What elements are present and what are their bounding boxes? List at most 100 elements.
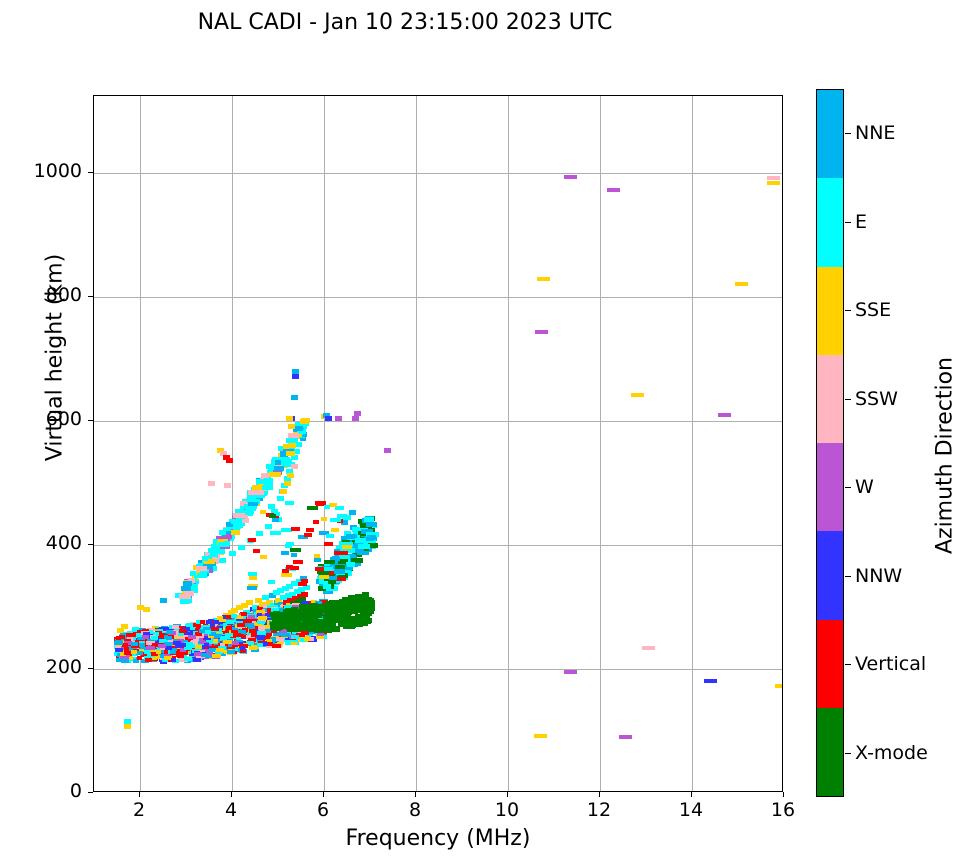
colorbar-segment-nne[interactable]	[817, 90, 843, 179]
echo-mark	[199, 636, 207, 642]
echo-mark	[534, 330, 548, 335]
colorbar-segment-ssw[interactable]	[817, 354, 843, 443]
colorbar-tick	[845, 752, 851, 754]
echo-mark	[346, 562, 355, 568]
echo-mark	[297, 628, 303, 632]
echo-mark	[220, 450, 228, 456]
echo-mark	[142, 652, 150, 657]
echo-mark	[329, 556, 340, 561]
echo-mark	[294, 426, 303, 432]
echo-mark	[323, 542, 333, 547]
echo-mark	[618, 734, 632, 739]
echo-mark	[284, 635, 293, 640]
echo-mark	[607, 188, 621, 193]
colorbar-segment-e[interactable]	[817, 178, 843, 267]
echo-mark	[280, 488, 288, 494]
echo-mark	[125, 636, 133, 641]
echo-mark	[314, 558, 322, 563]
echo-mark	[306, 505, 318, 510]
echo-mark	[222, 615, 230, 620]
echo-mark	[180, 651, 189, 656]
colorbar-segment-vertical[interactable]	[817, 619, 843, 708]
echo-mark	[315, 566, 324, 571]
echo-mark	[154, 629, 163, 634]
echo-mark	[311, 600, 318, 605]
echo-mark	[246, 635, 256, 640]
echo-mark	[261, 641, 268, 646]
echo-mark	[171, 647, 177, 652]
colorbar-segment-sse[interactable]	[817, 266, 843, 355]
y-axis-label: Virtual height (km)	[42, 253, 68, 462]
echo-mark	[196, 623, 202, 628]
echo-mark	[124, 655, 134, 660]
colorbar-segment-nnw[interactable]	[817, 531, 843, 620]
echo-mark	[165, 635, 173, 640]
echo-mark	[735, 281, 749, 286]
echo-mark	[290, 527, 300, 531]
echo-mark	[295, 441, 303, 447]
echo-mark	[116, 635, 122, 640]
echo-mark	[287, 472, 295, 478]
echo-mark	[286, 468, 293, 474]
echo-mark	[247, 615, 256, 620]
echo-mark	[241, 615, 247, 620]
echo-mark	[204, 646, 211, 651]
echo-mark	[218, 538, 229, 544]
echo-mark	[292, 448, 300, 454]
x-tick-mark	[783, 792, 784, 797]
echo-mark	[263, 481, 272, 487]
echo-mark	[343, 538, 358, 544]
echo-mark	[231, 607, 239, 613]
gridline-horizontal	[94, 421, 782, 423]
echo-mark	[123, 723, 131, 729]
echo-mark	[163, 641, 173, 646]
echo-mark	[179, 647, 187, 652]
echo-mark	[288, 442, 296, 448]
echo-mark	[311, 620, 322, 626]
echo-mark	[240, 500, 253, 506]
echo-mark	[227, 650, 236, 655]
echo-mark	[275, 459, 282, 465]
echo-mark	[275, 636, 284, 641]
echo-mark	[164, 656, 172, 661]
echo-mark	[317, 618, 324, 624]
echo-mark	[363, 516, 375, 522]
echo-mark	[257, 615, 267, 620]
echo-mark	[175, 593, 183, 599]
echo-mark	[230, 518, 243, 524]
echo-mark	[276, 495, 284, 501]
echo-mark	[361, 592, 369, 598]
echo-mark	[299, 435, 307, 441]
echo-mark	[316, 604, 326, 610]
y-tick-mark	[88, 420, 93, 422]
echo-mark	[226, 458, 234, 464]
echo-mark	[229, 633, 237, 638]
gridline-vertical	[692, 96, 693, 791]
echo-mark	[328, 580, 336, 585]
echo-mark	[223, 482, 231, 488]
echo-mark	[272, 590, 280, 596]
colorbar[interactable]	[816, 89, 844, 797]
colorbar-label-x-mode: X-mode	[855, 741, 928, 764]
echo-mark	[232, 643, 238, 648]
echo-mark	[242, 619, 252, 624]
gridline-horizontal	[94, 173, 782, 175]
echo-mark	[315, 609, 324, 615]
echo-mark	[122, 643, 128, 648]
echo-mark	[135, 651, 144, 656]
echo-mark	[179, 658, 188, 662]
echo-mark	[252, 549, 260, 554]
echo-mark	[212, 545, 221, 551]
colorbar-segment-w[interactable]	[817, 443, 843, 532]
echo-mark	[166, 629, 174, 634]
echo-mark	[293, 589, 301, 595]
x-tick-mark	[323, 792, 324, 797]
echo-mark	[313, 519, 320, 524]
echo-mark	[159, 626, 168, 631]
colorbar-segment-x-mode[interactable]	[817, 707, 843, 796]
echo-mark	[168, 644, 178, 649]
echo-mark	[217, 620, 225, 625]
echo-mark	[345, 534, 357, 540]
echo-mark	[335, 576, 347, 581]
echo-mark	[241, 602, 249, 608]
